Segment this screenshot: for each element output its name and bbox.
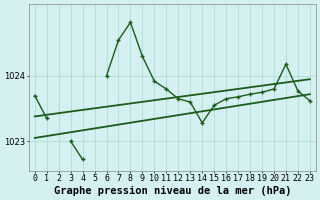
X-axis label: Graphe pression niveau de la mer (hPa): Graphe pression niveau de la mer (hPa) (53, 186, 291, 196)
